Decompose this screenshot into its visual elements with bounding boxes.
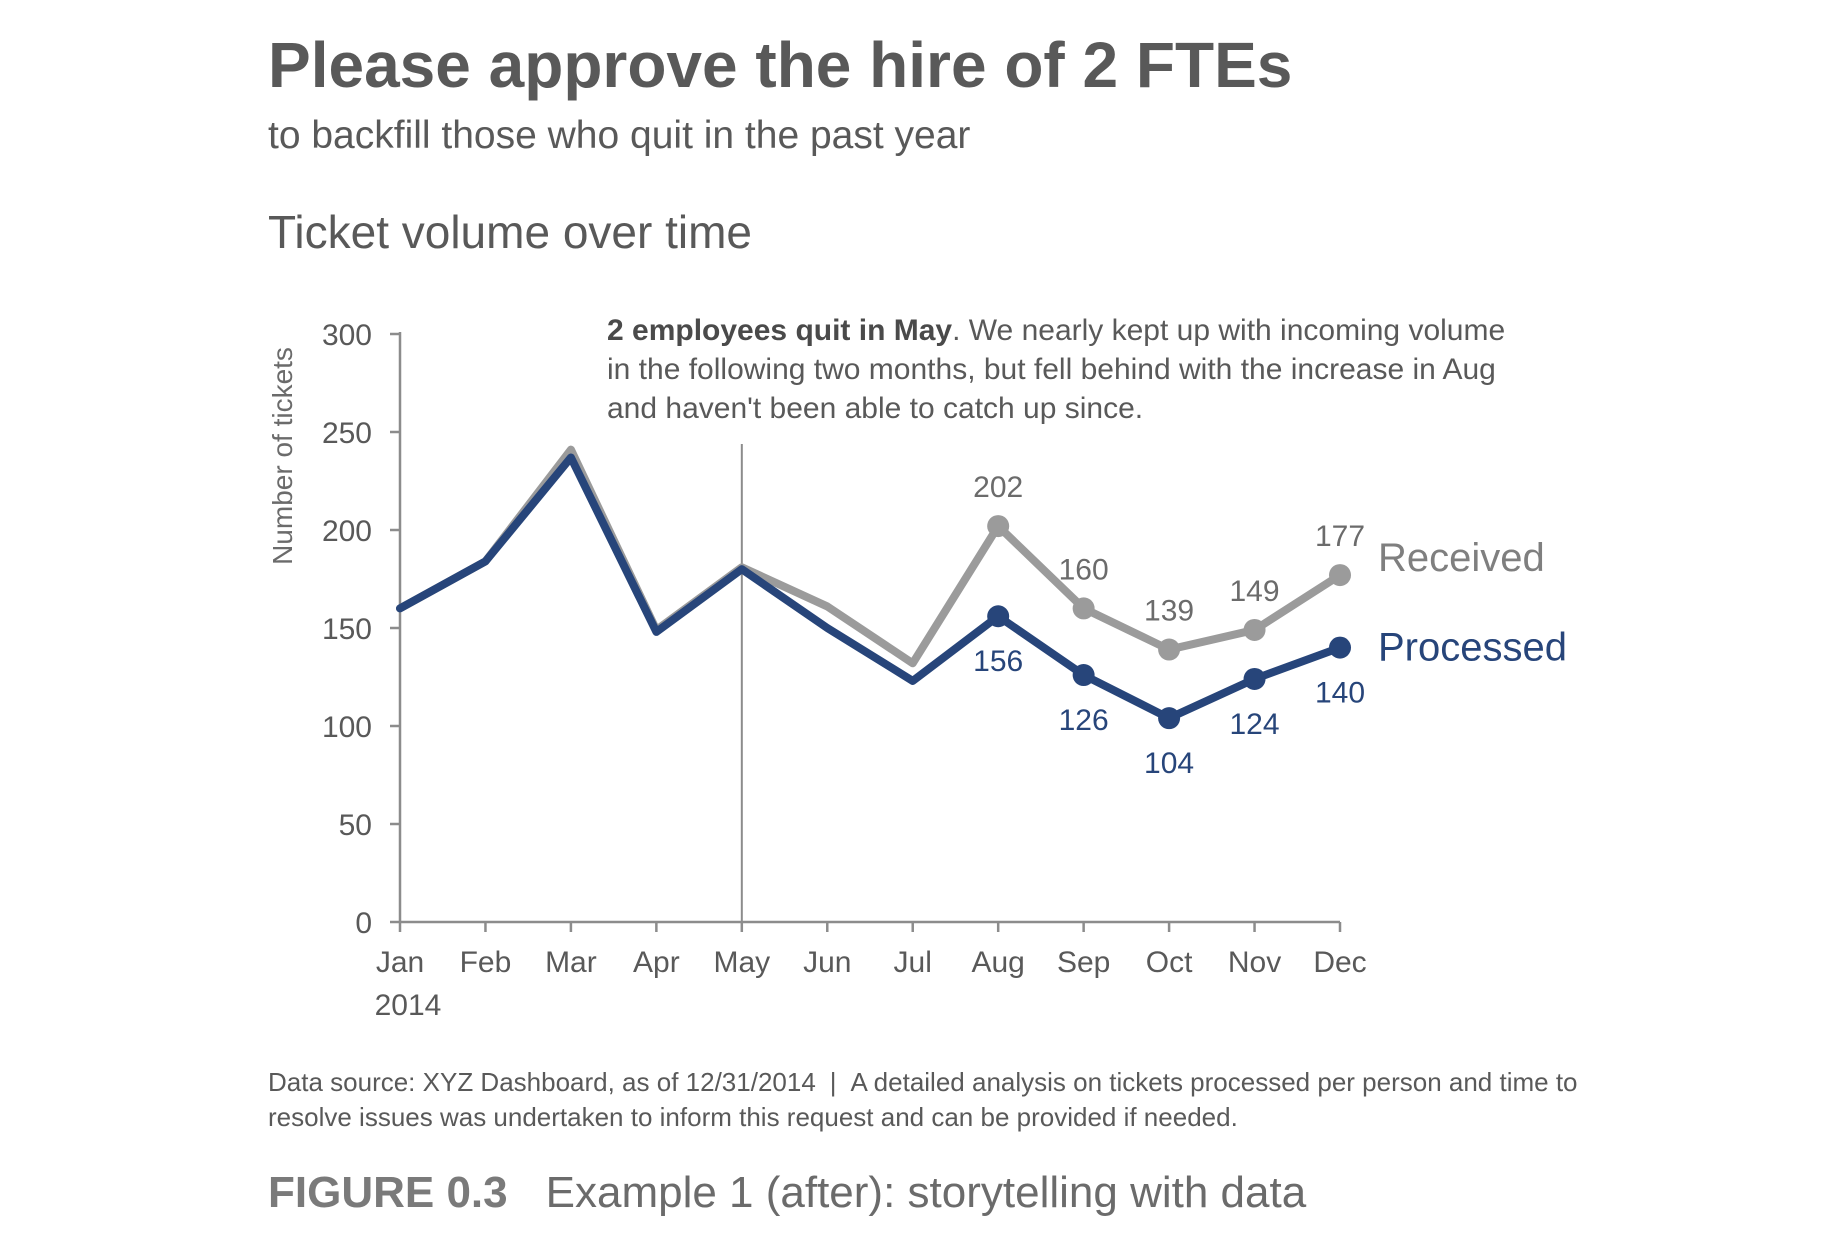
figure-caption: FIGURE 0.3 Example 1 (after): storytellin… [268, 1168, 1306, 1218]
series-line-received [396, 445, 1344, 668]
subheadline: to backfill those who quit in the past y… [268, 114, 971, 157]
line-chart: Number of tickets 0 50 100 150 200 250 300 Jan… [267, 314, 1567, 1022]
x-tick-label: Jan [376, 946, 424, 979]
y-tick-label: 150 [322, 613, 372, 646]
y-tick-label: 50 [339, 809, 372, 842]
data-label-received: 202 [973, 471, 1023, 504]
x-tick-label: Oct [1146, 946, 1193, 979]
data-label-received: 160 [1059, 553, 1109, 586]
data-point-processed [1329, 636, 1351, 659]
data-label-received: 149 [1230, 575, 1280, 608]
data-point-processed [1072, 664, 1095, 687]
y-axis-title: Number of tickets [267, 347, 298, 565]
x-tick-label: Sep [1057, 946, 1110, 979]
y-axis-title-group: Number of tickets [267, 347, 298, 565]
data-point-received [1243, 618, 1266, 641]
data-point-processed [1243, 667, 1266, 690]
data-label-processed: 126 [1059, 704, 1109, 737]
data-labels: 202 160 139 149 177 156 126 104 124 140 [973, 471, 1365, 780]
data-point-received [987, 515, 1010, 538]
data-point-processed [987, 605, 1010, 628]
data-label-processed: 124 [1230, 708, 1280, 741]
figure-number: FIGURE 0.3 [268, 1168, 508, 1217]
x-tick-label: Jul [894, 946, 932, 979]
x-tick-label: Aug [971, 946, 1024, 979]
y-tick-label: 300 [322, 319, 372, 352]
legend-label-received: Received [1378, 536, 1545, 580]
y-tick-label: 0 [355, 907, 372, 940]
x-tick-label: Apr [633, 946, 680, 979]
y-tick-label: 100 [322, 711, 372, 744]
footnote-detail: A detailed analysis on tickets processed… [268, 1067, 1578, 1132]
annotation-text: 2 employees quit in May. We nearly kept … [607, 314, 1505, 425]
data-point-received [1329, 564, 1351, 587]
legend-labels: Received Processed [1378, 536, 1567, 670]
figure-caption-text: Example 1 (after): storytelling with dat… [545, 1168, 1307, 1217]
footnote-separator: | [829, 1067, 837, 1097]
headline: Please approve the hire of 2 FTEs [268, 29, 1293, 101]
year-label: 2014 [375, 989, 442, 1022]
data-label-processed: 140 [1315, 677, 1365, 710]
data-points [987, 515, 1351, 730]
y-tick-label: 250 [322, 417, 372, 450]
x-tick-label: Feb [460, 946, 512, 979]
data-label-processed: 104 [1144, 747, 1194, 780]
x-ticks: Jan Feb Mar Apr May Jun Jul Aug Sep Oct Nov Dec [376, 922, 1367, 979]
x-tick-label: Jun [803, 946, 851, 979]
data-label-received: 177 [1315, 520, 1365, 553]
footnote-source: Data source: XYZ Dashboard, as of 12/31/… [268, 1067, 816, 1097]
x-tick-label: May [713, 946, 770, 979]
legend-label-processed: Processed [1378, 626, 1567, 670]
data-label-received: 139 [1144, 595, 1194, 628]
x-tick-label: Nov [1228, 946, 1281, 979]
data-point-received [1072, 597, 1095, 620]
data-label-processed: 156 [973, 645, 1023, 678]
series-lines [396, 445, 1344, 723]
y-tick-label: 200 [322, 515, 372, 548]
x-tick-label: Dec [1313, 946, 1366, 979]
x-tick-label: Mar [545, 946, 597, 979]
y-ticks: 0 50 100 150 200 250 300 [322, 319, 400, 940]
series-line-processed [396, 453, 1344, 723]
chart-title: Ticket volume over time [268, 206, 752, 258]
footnote: Data source: XYZ Dashboard, as of 12/31/… [268, 1065, 1648, 1135]
data-point-received [1158, 638, 1181, 661]
data-point-processed [1158, 707, 1181, 730]
